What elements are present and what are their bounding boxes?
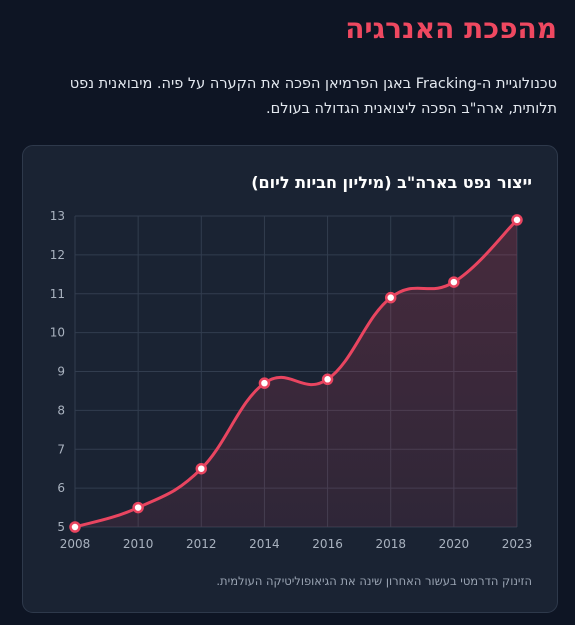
- y-tick-label: 10: [50, 326, 65, 340]
- data-point: [321, 373, 334, 386]
- y-tick-label: 11: [50, 287, 65, 301]
- y-tick-label: 7: [57, 442, 65, 456]
- y-tick-label: 6: [57, 481, 65, 495]
- chart-title: ייצור נפט בארה"ב (מיליון חביות ליום): [251, 173, 532, 192]
- x-tick-label: 2023: [502, 537, 533, 551]
- x-tick-label: 2010: [123, 537, 154, 551]
- intro-paragraph: טכנולוגיית ה-Fracking באגן הפרמיאן הפכה …: [69, 76, 557, 117]
- y-tick-label: 9: [57, 365, 65, 379]
- data-point: [69, 521, 81, 533]
- series-area: [75, 219, 517, 527]
- page-title: מהפכת האנרגיה: [345, 12, 557, 45]
- chart-caption: הזינוק הדרמטי בעשור האחרון שינה את הגיאו…: [216, 574, 532, 588]
- data-point: [384, 291, 397, 304]
- x-tick-label: 2012: [186, 537, 217, 551]
- oil-production-chart: 5 6 7 8 9 10 11 12 13 2008 2010 2012 2014 2016 2018 202…: [50, 209, 533, 551]
- x-tick-label: 2016: [312, 537, 343, 551]
- series-line: [73, 218, 519, 529]
- data-point: [511, 214, 523, 226]
- data-point: [195, 462, 208, 475]
- x-tick-label: 2020: [439, 537, 470, 551]
- x-tick-label: 2008: [60, 537, 91, 551]
- x-tick-label: 2014: [249, 537, 280, 551]
- chart-card: 5 6 7 8 9 10 11 12 13 2008 2010 2012 2014 2016 2018 202…: [22, 145, 558, 613]
- x-tick-label: 2018: [375, 537, 406, 551]
- y-tick-label: 8: [57, 403, 65, 417]
- data-point: [448, 276, 460, 288]
- y-tick-label: 13: [50, 209, 65, 223]
- data-point: [258, 377, 271, 389]
- y-tick-label: 5: [57, 520, 65, 534]
- y-tick-label: 12: [50, 248, 65, 262]
- data-point: [132, 501, 144, 514]
